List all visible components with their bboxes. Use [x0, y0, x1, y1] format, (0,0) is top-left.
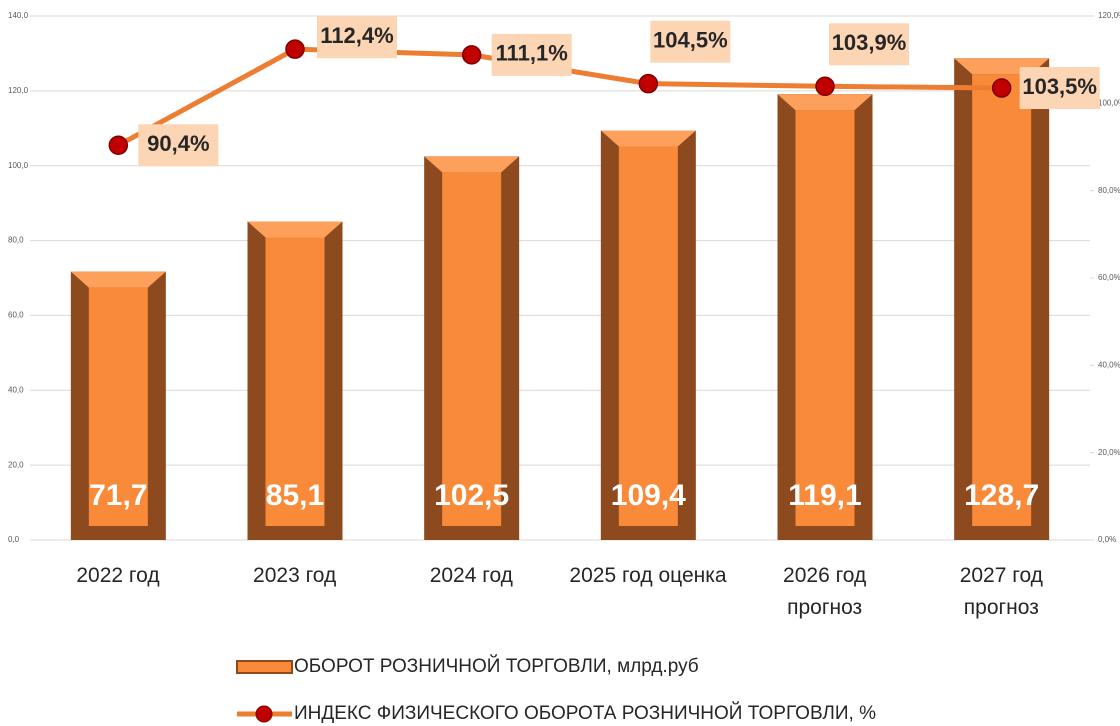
line-value-label: 104,5% — [653, 27, 728, 52]
line-value-label: 90,4% — [147, 131, 209, 156]
line-marker — [815, 76, 835, 97]
y2-tick-label: 60,0% — [1098, 273, 1120, 282]
y2-tick-label: 80,0% — [1098, 186, 1120, 195]
y-tick-label: 100,0 — [8, 161, 29, 170]
bar-face — [88, 287, 148, 526]
bar-bevel — [247, 221, 343, 238]
x-tick-label: 2023 год — [253, 564, 337, 587]
bar-face — [618, 146, 678, 526]
x-tick-label: 2026 год прогноз — [783, 564, 867, 619]
line-value-label: 112,4% — [320, 23, 393, 48]
x-tick-label: 2024 год — [429, 564, 513, 587]
y2-tick-label: 0,0% — [1098, 535, 1116, 544]
y2-tick-label: 40,0% — [1098, 360, 1120, 369]
value-label-box — [317, 16, 397, 59]
line-value-label: 111,1% — [496, 41, 568, 66]
bar-bevel — [600, 130, 696, 147]
line-marker — [638, 73, 659, 94]
y-tick-label: 120,0 — [8, 86, 29, 95]
x-tick-label: 2027 год прогноз — [959, 564, 1043, 619]
bar-face — [442, 172, 502, 526]
bar-bevel — [70, 271, 166, 288]
bar-value-label: 71,7 — [89, 479, 147, 512]
bar-value-label: 109,4 — [611, 479, 686, 512]
x-tick-label: 2025 год оценка — [569, 564, 727, 587]
y2-tick-label: 120,0% — [1098, 11, 1120, 20]
bar-bevel — [777, 94, 873, 111]
y-tick-label: 0,0 — [8, 535, 20, 544]
legend-bar-icon — [236, 660, 293, 674]
line-value-label: 103,5% — [1022, 74, 1097, 99]
line-marker — [108, 135, 129, 156]
line-marker — [285, 39, 305, 59]
line-marker — [461, 45, 482, 65]
bar-bevel — [424, 156, 520, 173]
y2-tick-label: 100,0% — [1098, 98, 1120, 107]
line-marker — [991, 78, 1012, 98]
y-tick-label: 40,0 — [8, 385, 24, 394]
bar-value-label: 119,1 — [788, 479, 861, 512]
value-label-box — [1019, 67, 1100, 110]
value-label-box — [650, 20, 731, 63]
bar-value-label: 102,5 — [434, 479, 509, 512]
bar-value-label: 85,1 — [266, 479, 324, 512]
legend-marker — [255, 705, 273, 723]
bar-face — [972, 74, 1032, 527]
bar-face — [265, 237, 325, 527]
value-label-box — [138, 124, 219, 167]
value-label-box — [491, 33, 572, 76]
bar-value-label: 128,7 — [964, 479, 1039, 512]
y-tick-label: 20,0 — [8, 460, 24, 469]
y-tick-label: 80,0 — [8, 236, 24, 245]
y-tick-label: 60,0 — [8, 311, 24, 320]
legend-label: ИНДЕКС ФИЗИЧЕСКОГО ОБОРОТА РОЗНИЧНОЙ ТОР… — [294, 702, 876, 724]
x-tick-label: 2022 год — [76, 564, 160, 587]
value-label-box — [829, 23, 909, 66]
legend-label: ОБОРОТ РОЗНИЧНОЙ ТОРГОВЛИ, млрд.руб — [294, 655, 699, 677]
y-tick-label: 140,0 — [8, 11, 29, 20]
line-value-label: 103,9% — [832, 30, 907, 55]
bar-face — [795, 110, 855, 527]
y2-tick-label: 20,0% — [1098, 448, 1120, 457]
